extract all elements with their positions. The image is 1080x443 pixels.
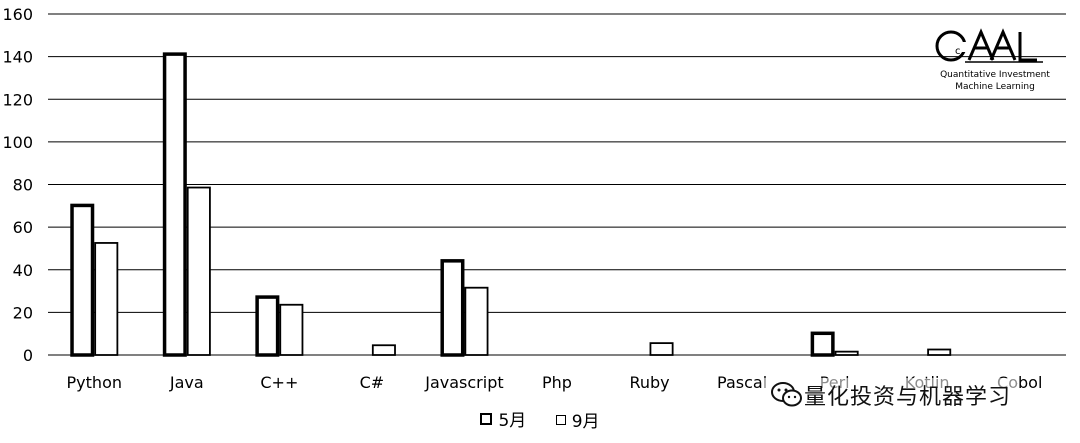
y-tick-label: 160	[2, 5, 33, 24]
logo: c Quantitative Investment Machine Learni…	[925, 20, 1065, 100]
y-tick-label: 120	[2, 90, 33, 109]
x-tick-label: Java	[169, 373, 204, 392]
wechat-icon	[771, 382, 802, 407]
x-tick-label: Javascript	[424, 373, 503, 392]
y-tick-label: 80	[13, 176, 33, 195]
legend-item-series-2: 9月	[555, 407, 600, 432]
bar-series-1-perl	[810, 331, 835, 357]
x-tick-label: Php	[542, 373, 572, 392]
svg-text:c: c	[955, 46, 961, 57]
y-tick-label: 100	[2, 133, 33, 152]
y-tick-label: 0	[23, 346, 33, 365]
y-tick-label: 140	[2, 48, 33, 67]
logo-mark-icon: c	[935, 28, 1043, 63]
legend-swatch-series-2	[555, 414, 566, 425]
bar-series-1-java	[162, 52, 187, 357]
watermark: 量化投资与机器学习	[764, 378, 1018, 412]
gridlines	[48, 13, 1066, 356]
legend-label-series-2: 9月	[571, 412, 600, 432]
bar-series-2-c	[279, 303, 304, 356]
logo-text-line1: Quantitative Investment	[940, 70, 1050, 80]
logo-text-line2: Machine Learning	[955, 82, 1035, 92]
bar-series-1-javascript	[440, 259, 465, 357]
x-tick-label: Python	[67, 373, 122, 392]
bar-series-2-ruby	[649, 342, 674, 356]
x-tick-label: C++	[260, 373, 298, 392]
y-tick-label: 60	[13, 218, 33, 237]
bar-group	[70, 52, 952, 357]
y-tick-label: 40	[13, 261, 33, 280]
x-tick-label: Ruby	[629, 373, 669, 392]
bar-series-2-perl	[834, 350, 859, 356]
y-tick-label: 20	[13, 303, 33, 322]
x-tick-label: Pascal	[717, 373, 767, 392]
legend: 5月 9月	[0, 406, 1080, 432]
bar-series-1-python	[70, 203, 95, 357]
y-axis: 0 20 40 60 80 100 120 140 160	[2, 5, 33, 365]
watermark-text: 量化投资与机器学习	[804, 385, 1012, 410]
bar-series-2-python	[94, 242, 119, 356]
bar-series-2-c	[371, 344, 396, 356]
x-tick-label: C#	[360, 373, 385, 392]
legend-item-series-1: 5月	[480, 406, 526, 431]
bar-series-2-java	[186, 186, 211, 356]
bar-series-1-c	[255, 295, 280, 357]
legend-swatch-series-1	[480, 412, 493, 425]
bar-series-2-kotlin	[927, 348, 952, 356]
legend-label-series-1: 5月	[498, 411, 527, 431]
bar-series-2-javascript	[464, 286, 489, 356]
